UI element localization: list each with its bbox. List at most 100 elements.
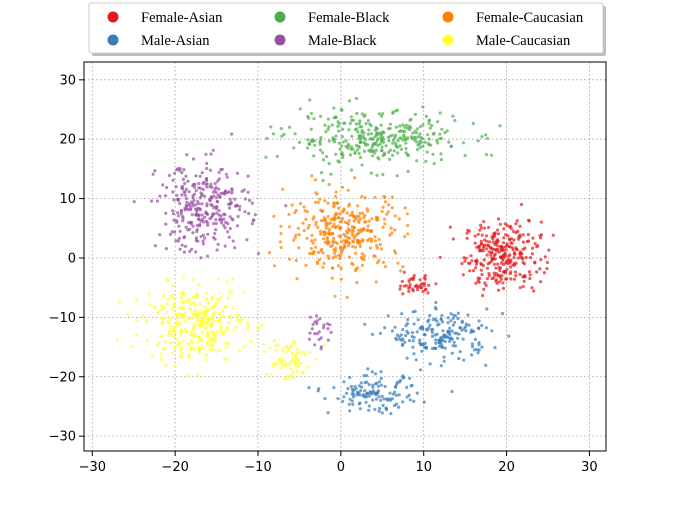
data-point: [391, 110, 395, 114]
data-point: [493, 248, 497, 252]
data-point: [438, 111, 442, 115]
data-point: [439, 317, 443, 321]
data-point: [217, 177, 221, 181]
data-point: [390, 231, 394, 235]
data-point: [294, 208, 298, 213]
data-point: [419, 286, 423, 290]
data-point: [456, 317, 460, 321]
data-point: [319, 232, 323, 236]
data-point: [358, 244, 362, 248]
data-point: [518, 272, 522, 277]
data-point: [153, 169, 157, 173]
data-point: [482, 220, 486, 224]
data-point: [165, 302, 169, 306]
data-point: [306, 114, 310, 118]
data-point: [190, 333, 194, 337]
data-point: [406, 136, 410, 140]
data-point: [464, 325, 468, 329]
data-point: [361, 134, 365, 138]
data-point: [211, 190, 215, 194]
data-point: [187, 190, 191, 194]
data-point: [144, 318, 149, 322]
data-point: [205, 254, 210, 258]
data-point: [179, 212, 183, 216]
data-point: [182, 275, 186, 279]
data-point: [222, 217, 226, 221]
data-point: [192, 325, 197, 330]
data-point: [356, 391, 360, 395]
data-point: [274, 344, 278, 348]
data-point: [315, 260, 319, 264]
data-point: [401, 328, 405, 332]
data-point: [373, 407, 377, 411]
data-point: [231, 328, 235, 332]
data-point: [344, 239, 349, 243]
data-point: [228, 197, 232, 201]
data-point: [197, 217, 201, 221]
data-point: [211, 306, 215, 310]
data-point: [384, 144, 388, 148]
data-point: [352, 219, 356, 223]
data-point: [208, 348, 212, 352]
data-point: [350, 134, 354, 138]
data-point: [360, 211, 364, 215]
data-point: [293, 236, 297, 240]
legend-label: Male-Caucasian: [476, 33, 571, 49]
data-point: [373, 239, 377, 243]
data-point: [392, 138, 396, 142]
data-point: [202, 347, 206, 351]
data-point: [278, 240, 282, 244]
data-point: [501, 281, 505, 285]
data-point: [206, 221, 210, 225]
data-point: [218, 348, 222, 353]
data-point: [457, 356, 461, 361]
data-point: [326, 214, 330, 219]
data-point: [281, 349, 285, 353]
data-point: [334, 246, 338, 251]
data-point: [420, 327, 424, 331]
data-point: [196, 323, 200, 327]
data-point: [474, 262, 479, 266]
data-point: [178, 169, 182, 173]
data-point: [230, 217, 234, 221]
data-point: [443, 346, 447, 350]
data-point: [473, 337, 477, 341]
data-point: [149, 199, 154, 203]
data-point: [388, 157, 392, 161]
data-point: [362, 131, 366, 135]
data-point: [456, 311, 460, 315]
data-point: [193, 295, 197, 299]
data-point: [345, 211, 349, 215]
data-point: [355, 148, 359, 152]
data-point: [423, 333, 427, 337]
data-point: [374, 148, 378, 152]
data-point: [246, 326, 250, 330]
data-point: [391, 153, 395, 157]
data-point: [198, 196, 202, 200]
data-point: [178, 201, 182, 206]
data-point: [401, 265, 405, 269]
data-point: [403, 137, 407, 141]
data-point: [502, 236, 506, 240]
data-point: [196, 206, 200, 210]
data-point: [499, 277, 503, 281]
data-point: [398, 337, 402, 342]
data-point: [175, 323, 179, 328]
data-point: [505, 242, 509, 246]
data-point: [233, 246, 237, 250]
data-point: [349, 115, 353, 119]
data-point: [417, 135, 421, 139]
data-point: [437, 341, 442, 345]
data-point: [302, 229, 306, 233]
data-point: [292, 146, 296, 150]
data-point: [195, 292, 199, 296]
data-point: [171, 209, 175, 213]
data-point: [301, 221, 305, 225]
data-point: [246, 190, 250, 194]
data-point: [380, 114, 384, 118]
data-point: [453, 320, 457, 324]
data-point: [294, 355, 298, 360]
series-female-caucasian: [267, 174, 410, 300]
data-point: [348, 375, 352, 380]
data-point: [186, 343, 190, 347]
